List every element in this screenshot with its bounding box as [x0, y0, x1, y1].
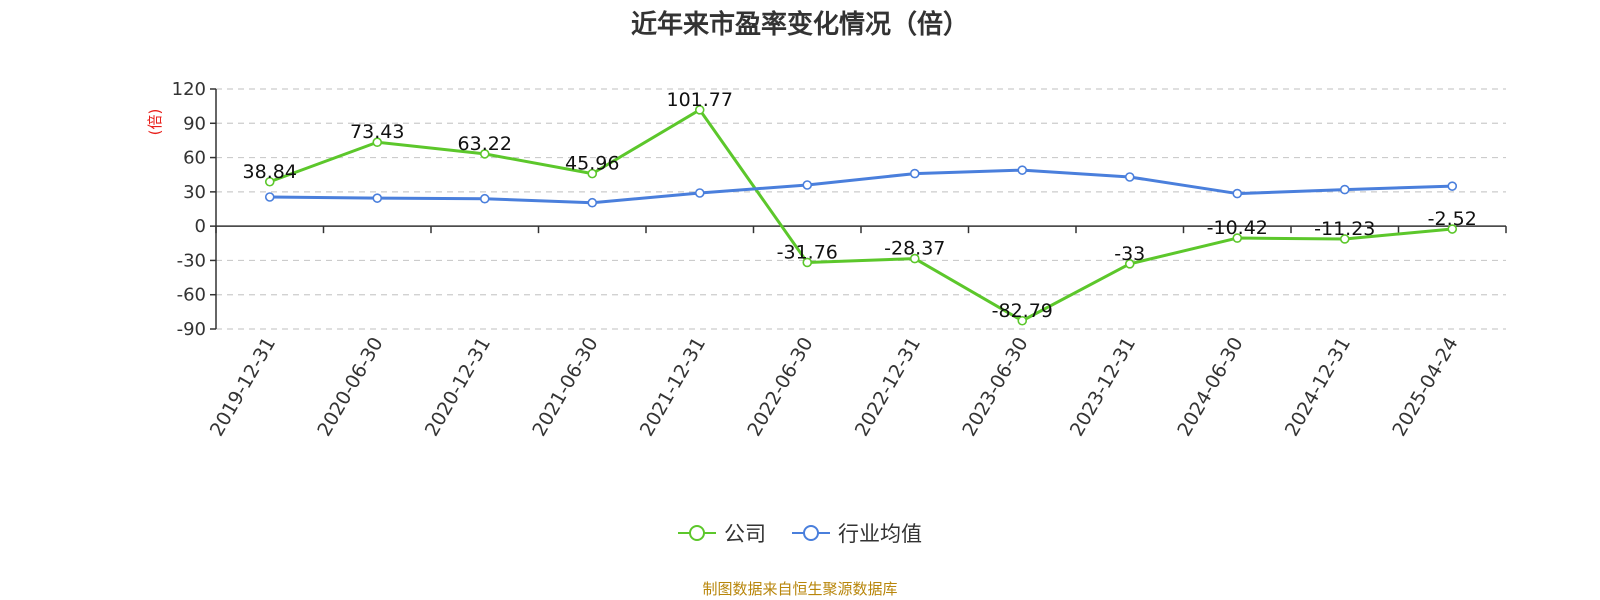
company-data-label: 101.77 — [667, 89, 733, 111]
company-data-point[interactable] — [587, 168, 598, 179]
y-tick-label: -30 — [177, 250, 206, 271]
x-tick-label: 2021-06-30 — [528, 334, 602, 441]
chart-title: 近年来市盈率变化情况（倍） — [630, 10, 969, 40]
company-data-label: -28.37 — [884, 238, 945, 260]
company-data-label: -11.23 — [1314, 218, 1375, 240]
company-data-point[interactable] — [479, 149, 490, 159]
company-data-label: 45.96 — [565, 153, 619, 175]
company-data-label: 63.22 — [458, 133, 512, 155]
company-data-point[interactable] — [694, 105, 705, 115]
company-series-line — [269, 108, 1453, 323]
company-data-point[interactable] — [1447, 224, 1458, 234]
company-data-label: -82.79 — [992, 300, 1053, 322]
x-tick-label: 2022-06-30 — [743, 334, 817, 441]
y-tick-label: 30 — [183, 182, 206, 203]
company-data-point[interactable] — [1339, 234, 1350, 244]
legend-line-icon — [792, 525, 830, 541]
company-data-label: -2.52 — [1428, 208, 1477, 230]
company-data-label: 38.84 — [243, 161, 297, 183]
industry-average-data-point[interactable] — [1447, 181, 1458, 191]
company-data-point[interactable] — [264, 176, 275, 187]
x-tick-label: 2019-12-31 — [206, 334, 280, 441]
x-tick-label: 2020-06-30 — [313, 334, 387, 441]
x-tick-label: 2024-12-31 — [1281, 334, 1355, 441]
company-data-label: -31.76 — [777, 241, 838, 263]
x-tick-label: 2025-04-24 — [1388, 334, 1462, 441]
y-tick-label: 60 — [183, 148, 206, 169]
x-tick-label: 2024-06-30 — [1173, 334, 1247, 441]
industry-average-data-point[interactable] — [1339, 184, 1350, 195]
legend-label-company: 公司 — [724, 522, 766, 546]
y-tick-label: 0 — [195, 216, 206, 237]
y-tick-label: 90 — [183, 113, 206, 134]
series-lines — [264, 105, 1458, 326]
industry-average-data-point[interactable] — [264, 192, 275, 202]
industry-average-data-point[interactable] — [909, 168, 920, 179]
industry-average-data-point[interactable] — [1232, 188, 1243, 199]
legend-item-industry-average[interactable]: 行业均值 — [792, 518, 922, 548]
y-axis-unit-label: (倍) — [146, 109, 164, 136]
industry-average-data-point[interactable] — [694, 188, 705, 198]
y-tick-label: -60 — [177, 285, 206, 306]
legend-label-industry-average: 行业均值 — [838, 522, 922, 546]
industry-average-data-point[interactable] — [587, 197, 598, 208]
legend-line-icon — [678, 525, 716, 541]
company-data-point[interactable] — [909, 253, 920, 264]
grid-lines — [216, 88, 1506, 330]
legend-item-company[interactable]: 公司 — [678, 518, 766, 548]
y-tick-label: 120 — [172, 79, 206, 100]
x-tick-label: 2022-12-31 — [851, 334, 925, 441]
industry-average-data-point[interactable] — [802, 180, 813, 190]
company-data-point[interactable] — [1232, 233, 1243, 243]
industry-average-data-point[interactable] — [479, 193, 490, 204]
x-tick-label: 2023-12-31 — [1066, 334, 1140, 441]
industry-average-data-point[interactable] — [1124, 172, 1135, 182]
industry-average-data-point[interactable] — [1017, 165, 1028, 175]
company-data-point[interactable] — [802, 257, 813, 268]
x-tick-label: 2020-12-31 — [421, 334, 495, 441]
company-data-point[interactable] — [372, 137, 383, 148]
x-tick-label: 2021-12-31 — [636, 334, 710, 441]
industry-average-series-line — [269, 168, 1453, 205]
data-source-note: 制图数据来自恒生聚源数据库 — [702, 580, 898, 598]
company-data-label: -10.42 — [1207, 217, 1268, 239]
company-data-point[interactable] — [1017, 315, 1028, 326]
company-data-point[interactable] — [1124, 259, 1135, 269]
y-tick-label: -90 — [177, 319, 206, 340]
legend: 公司 行业均值 — [0, 518, 1600, 548]
company-data-label: -33 — [1114, 243, 1145, 265]
industry-average-data-point[interactable] — [372, 193, 383, 203]
x-tick-label: 2023-06-30 — [958, 334, 1032, 441]
company-data-label: 73.43 — [350, 121, 404, 143]
data-labels: 38.84 73.43 63.22 45.96 101.77 -31.76 -28.37 -8… — [243, 89, 1477, 322]
